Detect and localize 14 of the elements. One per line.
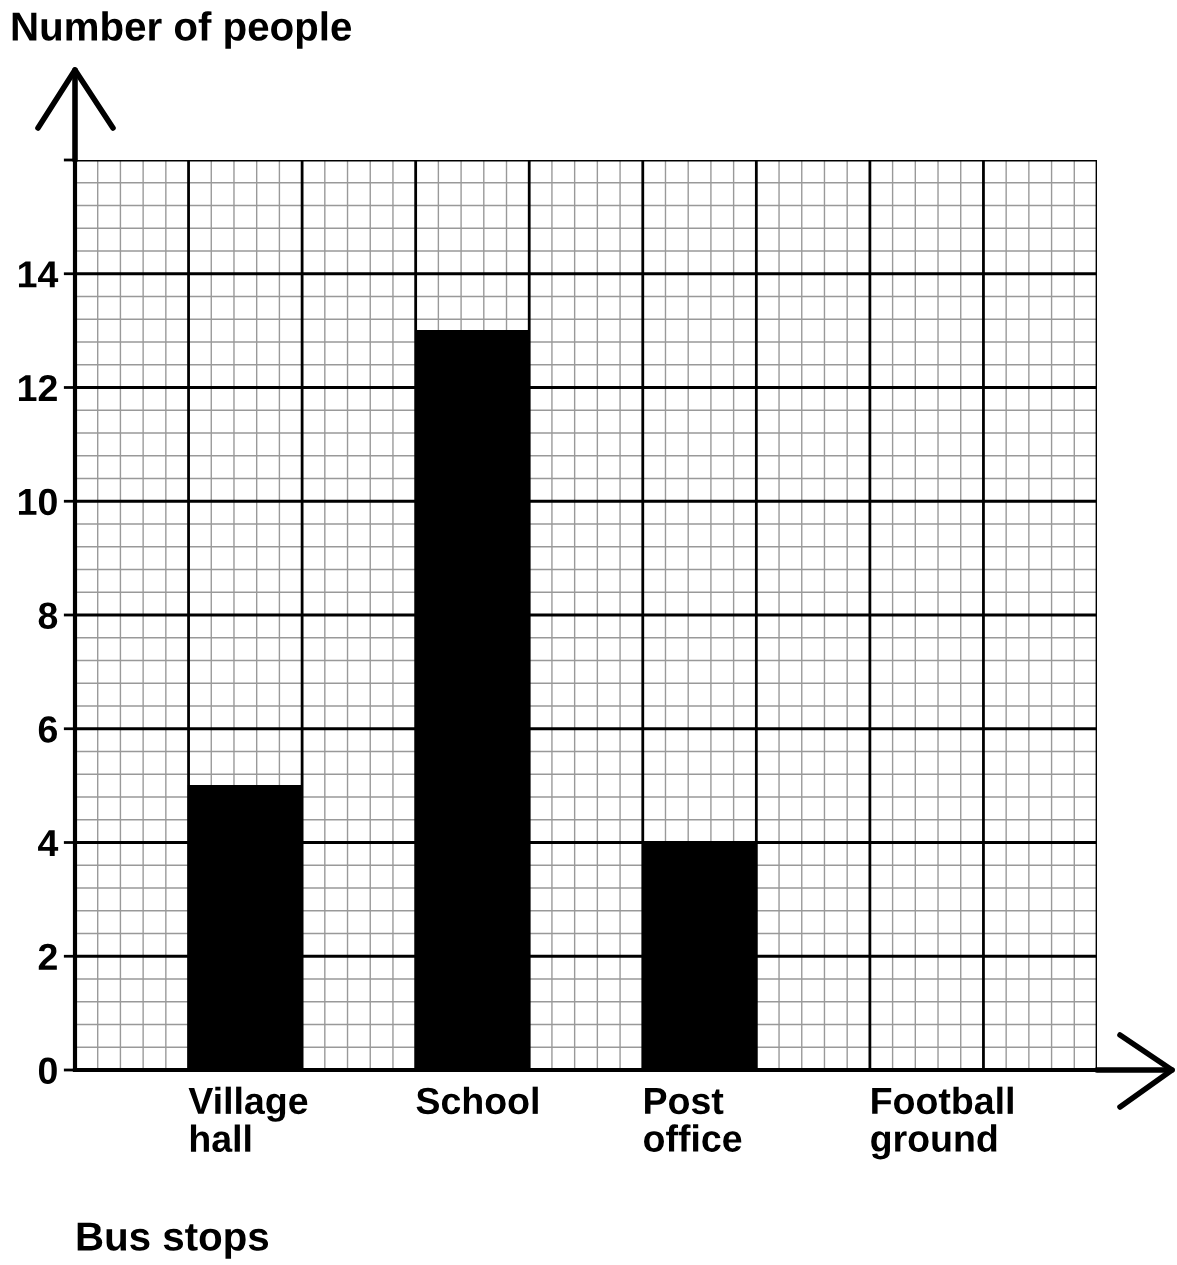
y-tick-label: 4	[38, 830, 59, 857]
y-tick-label: 12	[18, 374, 57, 402]
y-axis-title: Number of people	[12, 11, 352, 49]
y-tick-label: 6	[38, 716, 57, 743]
y-tick-label: 14	[18, 261, 59, 288]
y-tick-label: 2	[38, 943, 57, 970]
x-axis-title: Bus stops	[77, 1222, 269, 1259]
y-tick-label: 10	[18, 488, 57, 516]
x-tick-label: Football ground	[871, 1086, 1013, 1160]
x-tick-label: School	[416, 1086, 538, 1115]
y-tick-label: 8	[38, 602, 58, 629]
x-tick-label: Village hall	[188, 1086, 308, 1153]
x-tick-label: Post office	[644, 1088, 742, 1152]
y-tick-label: 0	[38, 1057, 57, 1084]
